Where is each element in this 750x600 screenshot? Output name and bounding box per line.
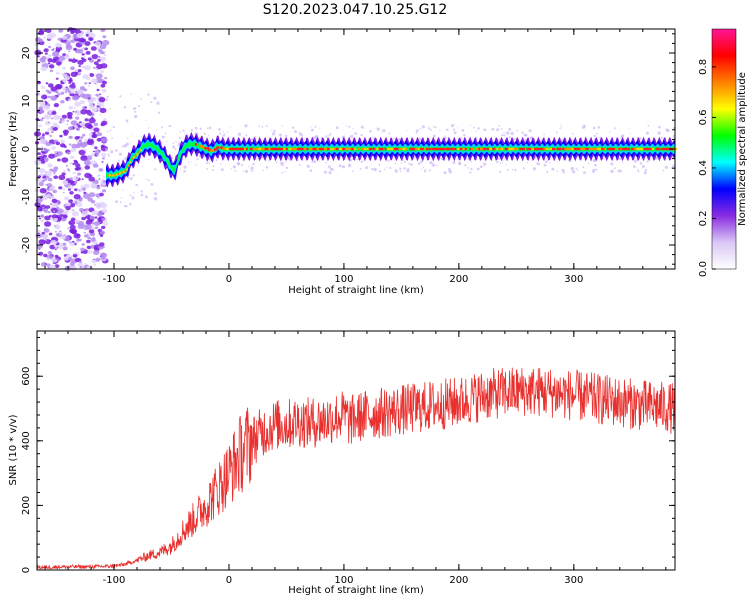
- snr-x-tick-label: 0: [226, 575, 232, 586]
- spectrogram-x-tick-label: -100: [103, 274, 126, 285]
- colorbar-tick-label: 0.6: [698, 109, 709, 125]
- snr-y-tick-label: 200: [21, 496, 32, 515]
- colorbar-tick-label: 0.8: [698, 59, 709, 75]
- snr-y-tick-label: 600: [21, 367, 32, 386]
- snr-x-tick-label: 200: [449, 575, 468, 586]
- spectrogram-y-label: Frequency (Hz): [8, 111, 19, 187]
- spectrogram-y-tick-label: 20: [21, 47, 32, 60]
- spectrogram-y-tick-label: -20: [21, 237, 32, 253]
- snr-panel: -100 0 100 200 300 0 200 400 600 Height of stra…: [8, 330, 676, 596]
- spectrogram-x-tick-label: 100: [334, 274, 353, 285]
- snr-x-tick-label: 100: [334, 575, 353, 586]
- figure-title: S120.2023.047.10.25.G12: [263, 2, 448, 18]
- snr-series-line: [36, 367, 676, 571]
- colorbar-tick-label: 0.0: [698, 261, 709, 277]
- spectrogram-x-tick-label: 200: [449, 274, 468, 285]
- snr-y-ticks: 0 200 400 600: [21, 336, 675, 573]
- colorbar-scale: [711, 28, 737, 270]
- colorbar-label: Normalized spectral amplitude: [737, 72, 748, 226]
- spectrogram-y-tick-label: 10: [21, 95, 32, 108]
- colorbar-tick-label: 0.2: [698, 211, 709, 227]
- colorbar-ticks: 0.0 0.2 0.4 0.6 0.8: [698, 59, 716, 277]
- spectrogram-marks: [33, 27, 678, 271]
- snr-x-tick-label: -100: [103, 575, 126, 586]
- spectrogram-y-tick-label: -10: [21, 189, 32, 205]
- spectrogram-y-ticks: -20 -10 0 10 20: [21, 33, 675, 265]
- spectrogram-x-tick-label: 0: [226, 274, 232, 285]
- spectrogram-x-label: Height of straight line (km): [288, 285, 424, 296]
- spectrogram-y-tick-label: 0: [21, 146, 32, 152]
- snr-x-ticks: -100 0 100 200 300: [44, 331, 667, 586]
- snr-x-label: Height of straight line (km): [288, 585, 424, 596]
- snr-x-tick-label: 300: [564, 575, 583, 586]
- ridge-band-3: [106, 141, 675, 179]
- colorbar: 0.0 0.2 0.4 0.6 0.8 Normalized spectral ampl…: [698, 28, 748, 277]
- colorbar-tick-label: 0.4: [698, 160, 709, 176]
- snr-frame: [36, 330, 676, 571]
- snr-y-tick-label: 400: [21, 431, 32, 450]
- snr-y-tick-label: 0: [21, 567, 32, 573]
- spectrogram-x-tick-label: 300: [564, 274, 583, 285]
- snr-y-label: SNR (10 * v/v): [8, 414, 19, 485]
- spectrogram-noise-speckle: [33, 27, 677, 271]
- spectrogram-x-ticks: -100 0 100 200 300: [44, 29, 667, 285]
